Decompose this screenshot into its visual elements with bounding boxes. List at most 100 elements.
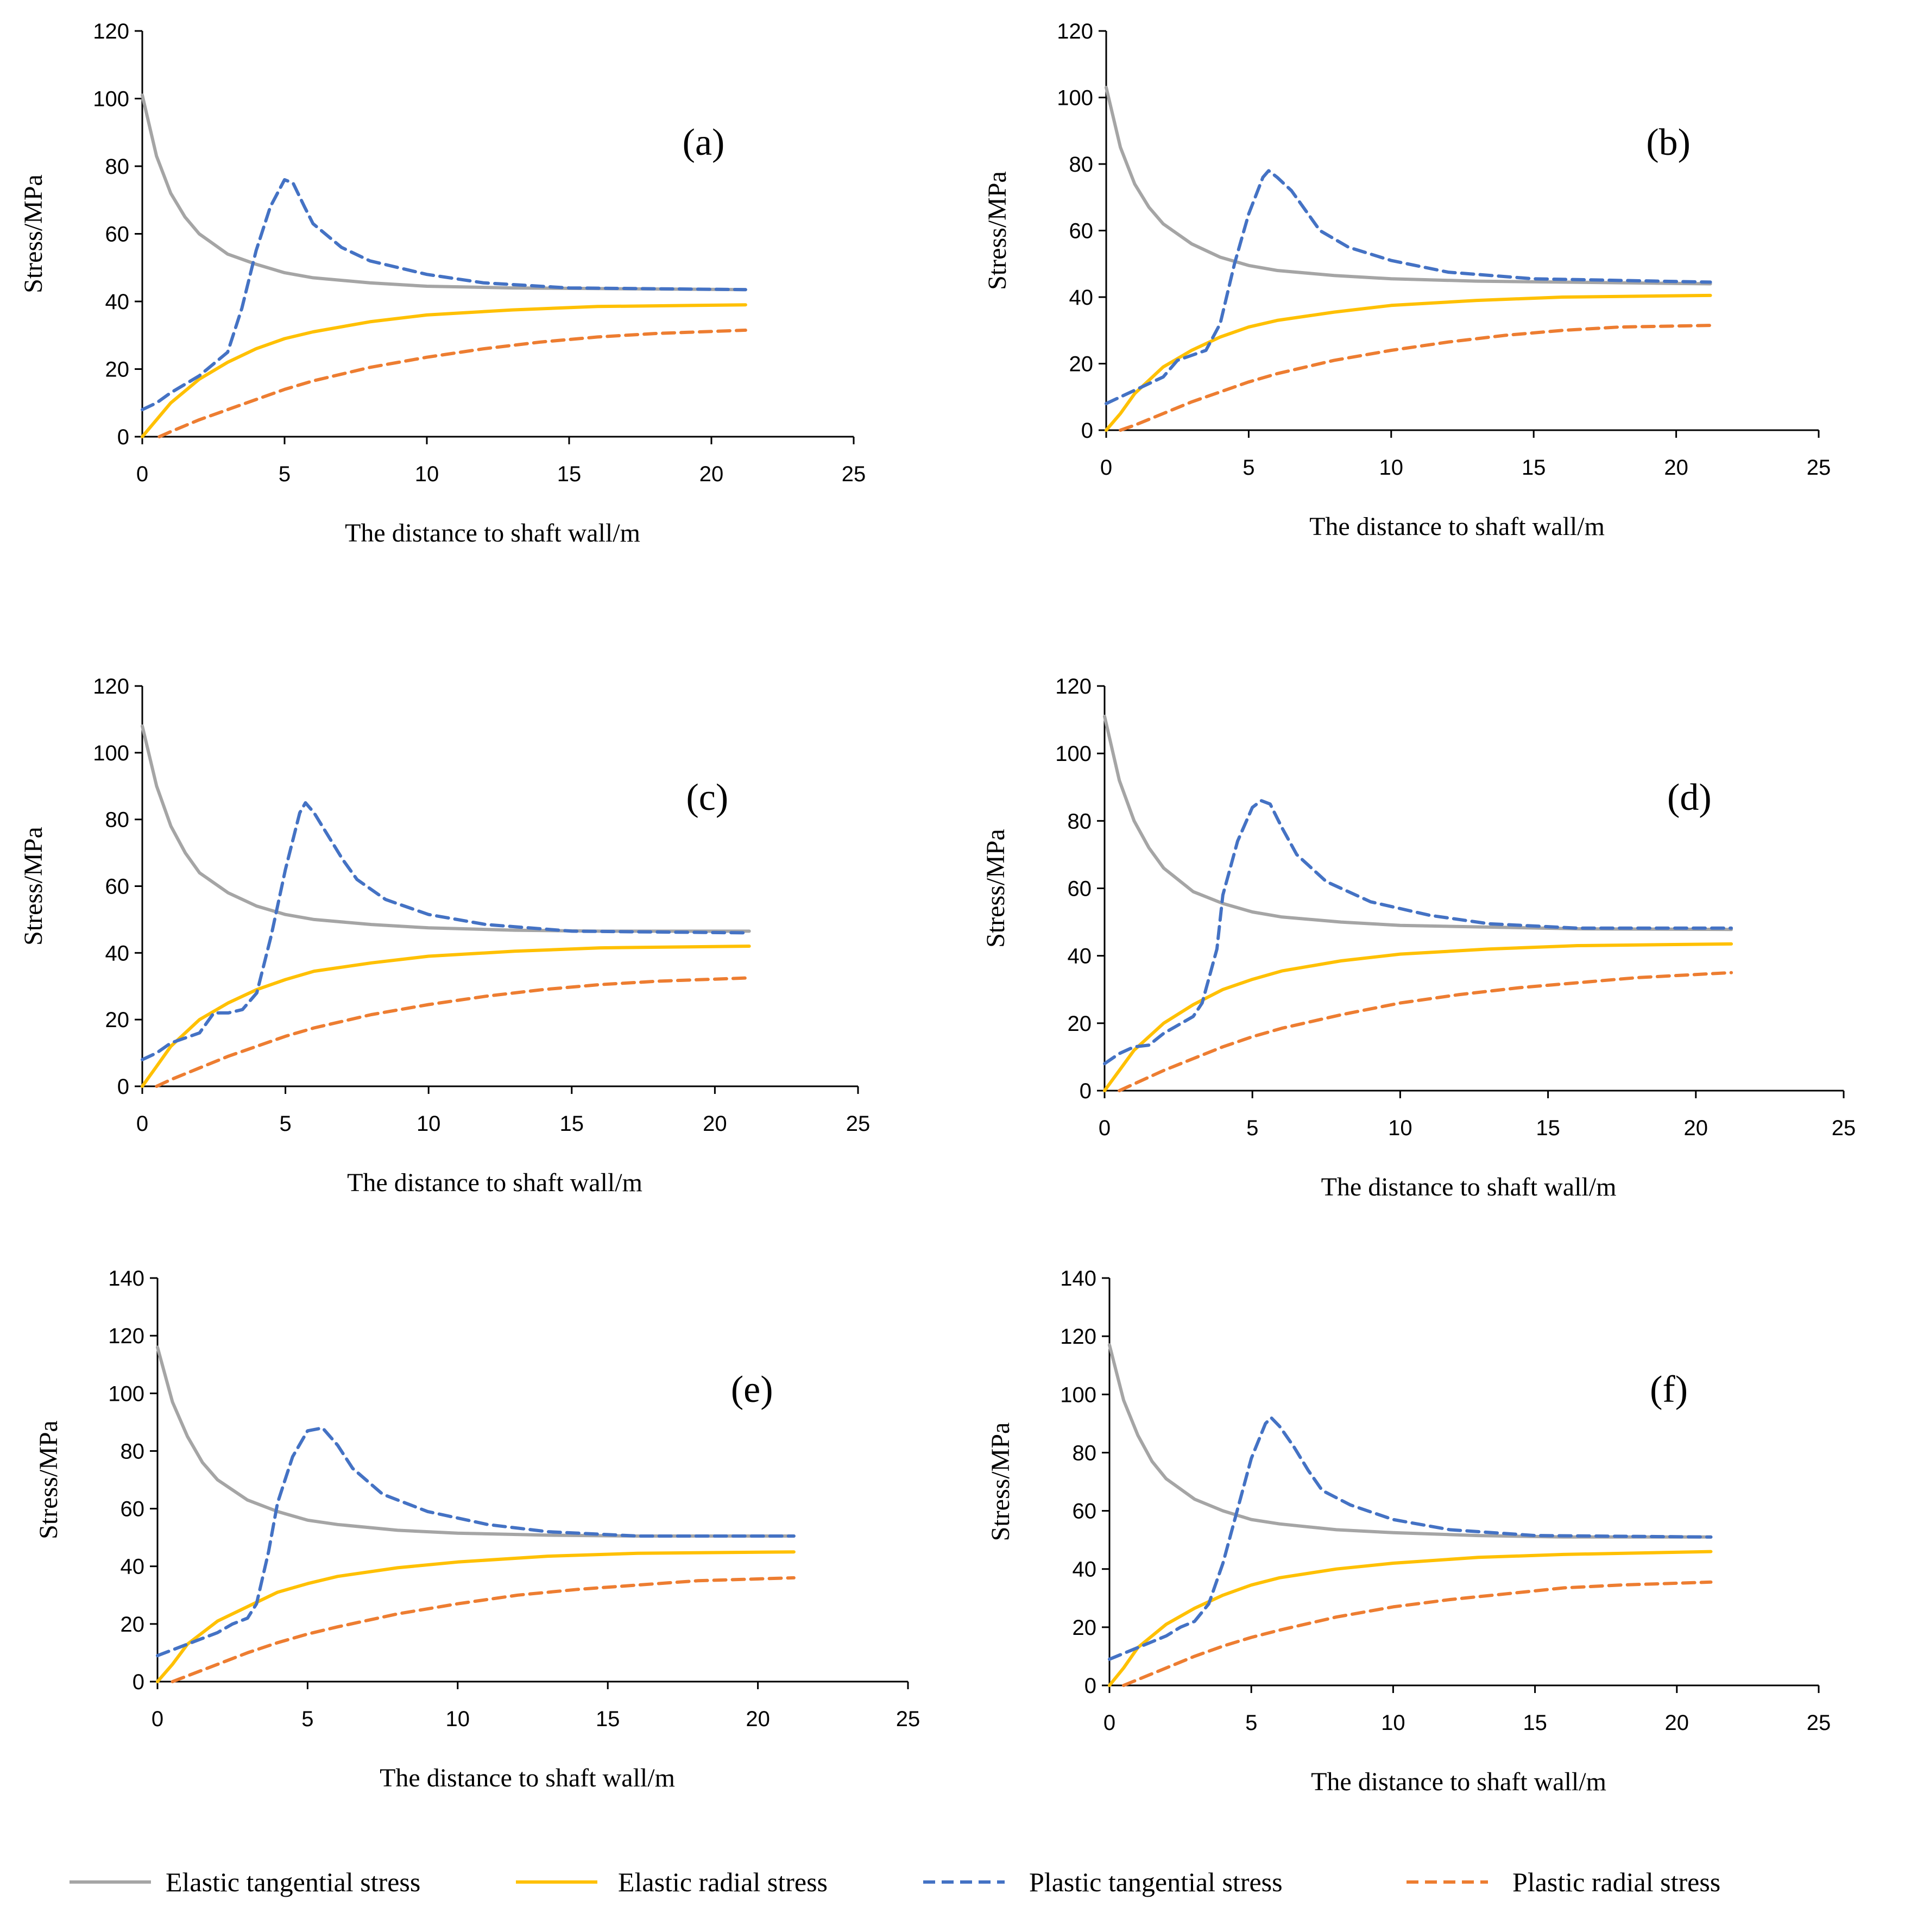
x-tick-label: 15	[1522, 456, 1546, 480]
legend-label: Elastic radial stress	[618, 1867, 828, 1897]
x-tick-label: 25	[1832, 1116, 1856, 1140]
y-tick-label: 20	[1073, 1616, 1097, 1640]
series-line-elastic-radial-stress	[1105, 293, 1712, 432]
x-tick-label: 10	[417, 1112, 441, 1136]
y-tick-label: 140	[1060, 1267, 1096, 1291]
series-line-plastic-tangential-stress	[156, 1426, 796, 1658]
y-tick-label: 60	[121, 1497, 145, 1521]
y-tick-label: 40	[1073, 1558, 1097, 1582]
y-tick-label: 120	[108, 1324, 144, 1348]
series-line-plastic-radial-stress	[157, 328, 747, 438]
y-tick-label: 20	[1068, 1012, 1092, 1036]
x-tick-label: 20	[746, 1707, 770, 1731]
legend-item: Plastic radial stress	[1407, 1867, 1720, 1897]
legend-item: Plastic tangential stress	[923, 1867, 1283, 1897]
x-tick-label: 20	[1664, 456, 1688, 480]
series-line-plastic-radial-stress	[1118, 971, 1733, 1092]
x-tick-label: 20	[1665, 1711, 1689, 1735]
y-tick-label: 100	[93, 87, 129, 111]
panel-label: (f)	[1650, 1369, 1688, 1411]
series-line-plastic-radial-stress	[1119, 324, 1712, 432]
series-line-elastic-tangential-stress	[1105, 86, 1712, 286]
y-tick-label: 120	[93, 20, 129, 43]
panel-label: (d)	[1667, 777, 1712, 819]
series-line-plastic-tangential-stress	[1108, 1416, 1713, 1661]
x-tick-label: 15	[596, 1707, 620, 1731]
x-tick-label: 5	[1243, 456, 1254, 480]
series-line-plastic-radial-stress	[1122, 1580, 1713, 1687]
x-tick-label: 5	[1246, 1116, 1258, 1140]
chart-panel-a: 0 20 40 60 80 100 120 0 5 10 15 20 25 The distance to…	[19, 20, 866, 547]
y-tick-label: 100	[1057, 86, 1093, 110]
series-line-plastic-tangential-stress	[141, 801, 751, 1061]
legend-label: Plastic radial stress	[1512, 1867, 1720, 1897]
y-tick-label: 120	[1055, 675, 1092, 698]
y-tick-label: 100	[1055, 742, 1092, 766]
x-tick-label: 15	[557, 462, 582, 486]
chart-panel-d: 0 20 40 60 80 100 120 0 5 10 15 20 25 The distance to…	[981, 675, 1856, 1201]
series-line-plastic-tangential-stress	[1105, 169, 1712, 405]
y-tick-label: 80	[1073, 1441, 1097, 1465]
panel-label: (c)	[686, 777, 728, 819]
chart-panel-b: 0 20 40 60 80 100 120 0 5 10 15 20 25 The distance to…	[983, 20, 1831, 541]
y-tick-label: 80	[105, 155, 130, 179]
y-tick-label: 20	[121, 1613, 145, 1637]
y-tick-label: 40	[121, 1555, 145, 1579]
series-line-elastic-radial-stress	[141, 303, 747, 438]
x-tick-label: 15	[560, 1112, 584, 1136]
x-tick-label: 25	[846, 1112, 871, 1136]
series-line-elastic-tangential-stress	[141, 93, 747, 292]
y-tick-label: 80	[1069, 153, 1094, 177]
x-tick-label: 25	[1807, 1711, 1831, 1735]
chart-panel-c: 0 20 40 60 80 100 120 0 5 10 15 20 25 The distance to…	[19, 675, 870, 1197]
y-tick-label: 120	[1060, 1325, 1096, 1349]
x-tick-label: 5	[279, 1112, 291, 1136]
y-tick-label: 120	[93, 675, 129, 698]
y-tick-label: 0	[1080, 1079, 1092, 1103]
x-tick-label: 0	[1100, 456, 1112, 480]
x-axis-title: The distance to shaft wall/m	[345, 519, 640, 547]
chart-panel-f: 0 20 40 60 80 100 120 140 0 5 10 15 20 25 The distance…	[986, 1267, 1831, 1796]
y-tick-label: 60	[1069, 219, 1094, 243]
y-tick-label: 100	[93, 741, 129, 765]
y-tick-label: 0	[1084, 1674, 1096, 1698]
x-tick-label: 0	[136, 1112, 148, 1136]
y-tick-label: 80	[1068, 809, 1092, 833]
series-line-elastic-tangential-stress	[1103, 714, 1733, 932]
y-tick-label: 0	[117, 1075, 129, 1099]
x-tick-label: 20	[703, 1112, 727, 1136]
x-tick-label: 25	[896, 1707, 920, 1731]
x-axis-title: The distance to shaft wall/m	[347, 1168, 642, 1197]
legend-item: Elastic tangential stress	[70, 1867, 420, 1897]
series-line-plastic-radial-stress	[155, 976, 751, 1088]
series-line-elastic-radial-stress	[156, 1550, 796, 1683]
y-axis-title: Stress/MPa	[981, 829, 1010, 948]
y-tick-label: 20	[105, 358, 130, 382]
y-tick-label: 120	[1057, 20, 1093, 43]
y-tick-label: 40	[1068, 945, 1092, 968]
series-line-plastic-radial-stress	[171, 1576, 796, 1683]
y-tick-label: 40	[1069, 286, 1094, 310]
y-tick-label: 0	[1081, 419, 1093, 443]
x-tick-label: 0	[1103, 1711, 1115, 1735]
x-tick-label: 10	[415, 462, 439, 486]
x-axis-title: The distance to shaft wall/m	[1311, 1767, 1606, 1796]
series-line-elastic-radial-stress	[1108, 1550, 1713, 1687]
x-tick-label: 10	[446, 1707, 470, 1731]
y-tick-label: 40	[105, 941, 130, 965]
legend: Elastic tangential stress Elastic radial …	[70, 1867, 1720, 1897]
x-axis-title: The distance to shaft wall/m	[380, 1764, 675, 1792]
y-tick-label: 140	[108, 1267, 144, 1291]
y-tick-label: 0	[133, 1670, 144, 1694]
x-axis-title: The distance to shaft wall/m	[1321, 1173, 1617, 1201]
legend-item: Elastic radial stress	[516, 1867, 828, 1897]
x-tick-label: 0	[136, 462, 148, 486]
y-tick-label: 20	[1069, 353, 1094, 376]
x-tick-label: 5	[279, 462, 291, 486]
y-axis-title: Stress/MPa	[986, 1423, 1015, 1541]
chart-panel-e: 0 20 40 60 80 100 120 140 0 5 10 15 20 25 The distance…	[34, 1267, 920, 1792]
panel-label: (a)	[683, 122, 725, 163]
x-tick-label: 0	[1099, 1116, 1111, 1140]
panel-label: (b)	[1646, 122, 1691, 163]
